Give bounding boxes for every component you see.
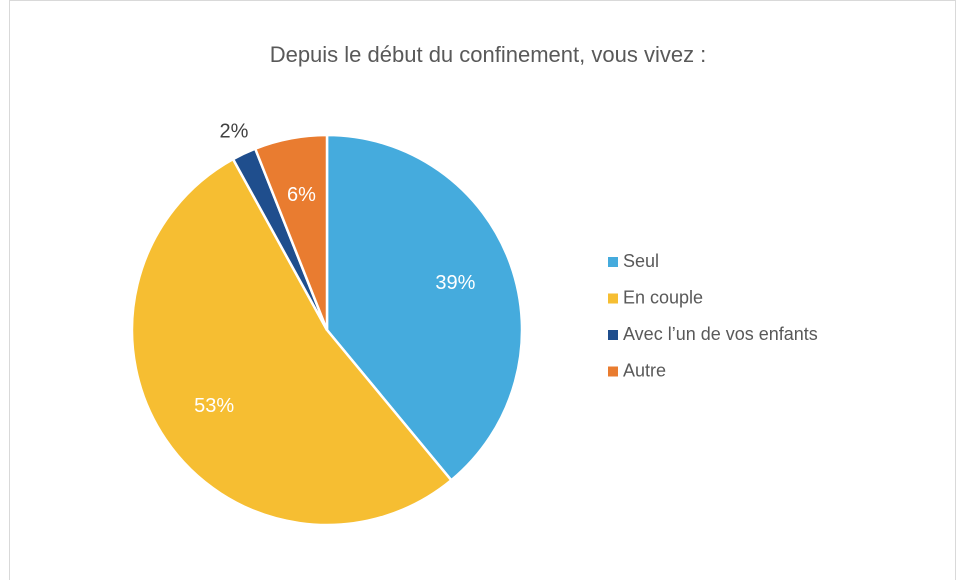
data-label: 39%	[435, 272, 475, 294]
data-label: 53%	[194, 395, 234, 417]
data-label: 2%	[220, 121, 249, 143]
legend-swatch	[608, 330, 618, 340]
legend-swatch	[608, 293, 618, 304]
legend-label: Avec l’un de vos enfants	[623, 324, 818, 344]
data-label: 6%	[287, 184, 316, 206]
legend-label: En couple	[623, 287, 703, 307]
legend-swatch	[608, 257, 618, 267]
chart-title: Depuis le début du confinement, vous viv…	[270, 42, 707, 67]
legend-label: Autre	[623, 360, 666, 380]
pie-slice	[253, 133, 329, 331]
legend-swatch	[608, 366, 618, 377]
pie-slice	[325, 133, 524, 483]
pie-slice	[130, 157, 454, 527]
legend-label: Seul	[623, 251, 659, 271]
